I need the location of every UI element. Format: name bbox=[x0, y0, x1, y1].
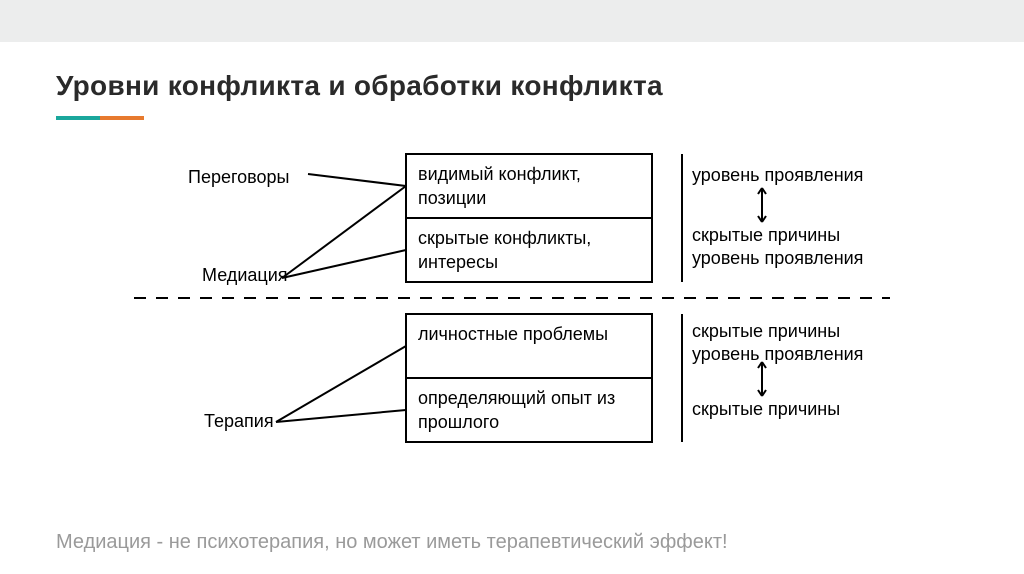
top-bar bbox=[0, 0, 1024, 42]
box-text-row2: скрытые конфликты, интересы bbox=[418, 226, 640, 275]
left-label-therapy: Терапия bbox=[204, 410, 274, 433]
left-label-negotiations: Переговоры bbox=[188, 166, 289, 189]
left-label-mediation: Медиация bbox=[202, 264, 288, 287]
title-underline bbox=[56, 116, 144, 120]
diagram: Переговоры Медиация Терапия видимый конф… bbox=[122, 146, 902, 486]
footer-note: Медиация - не психотерапия, но может име… bbox=[56, 531, 728, 554]
box-text-row3: личностные проблемы bbox=[418, 322, 640, 346]
right-label-2: скрытые причиныуровень проявления bbox=[692, 224, 863, 269]
right-label-1: уровень проявления bbox=[692, 164, 863, 187]
box-text-row1: видимый конфликт, позиции bbox=[418, 162, 640, 211]
page-title: Уровни конфликта и обработки конфликта bbox=[56, 70, 968, 102]
underline-seg-1 bbox=[56, 116, 100, 120]
underline-seg-2 bbox=[100, 116, 144, 120]
box-text-row4: определяющий опыт из прошлого bbox=[418, 386, 640, 435]
right-label-4: скрытые причины bbox=[692, 398, 840, 421]
right-label-3: скрытые причиныуровень проявления bbox=[692, 320, 863, 365]
slide-content: Уровни конфликта и обработки конфликта П… bbox=[0, 42, 1024, 486]
